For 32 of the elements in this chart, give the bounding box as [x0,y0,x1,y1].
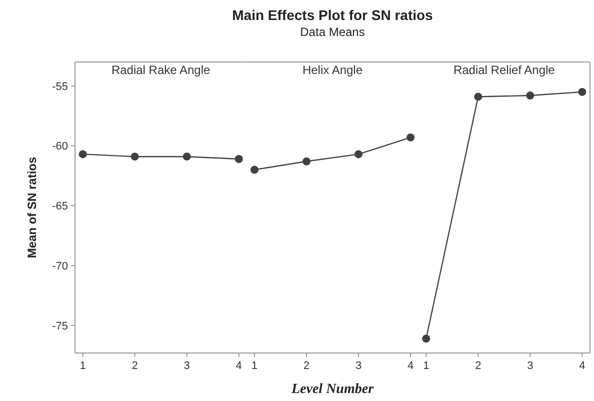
point [474,92,482,101]
x-tick-label: 2 [303,360,310,372]
chart-subtitle: Data Means [300,25,365,39]
point [406,133,415,142]
y-tick-label: -60 [52,140,68,153]
x-tick-label: 4 [407,360,414,372]
chart-title: Main Effects Plot for SN ratios [232,7,434,23]
y-tick-label: -70 [52,260,68,272]
point [302,157,310,166]
y-axis-title: Mean of SN ratios [25,156,39,258]
y-tick-label: -75 [52,320,68,332]
point [578,88,586,96]
x-axis-title: Level Number [290,382,374,397]
x-tick-label: 4 [579,360,586,372]
x-tick-label: 2 [132,360,138,372]
point [526,92,534,100]
series-label: Radial Relief Angle [453,63,556,77]
x-tick-label: 1 [251,360,258,372]
x-tick-label: 3 [184,360,190,372]
x-tick-label: 3 [355,360,362,372]
point [250,166,258,174]
x-tick-label: 2 [475,360,482,372]
x-tick-label: 3 [527,360,534,372]
y-tick-label: -55 [52,80,68,93]
x-tick-label: 4 [236,360,242,372]
point [354,150,363,158]
text: Radial Rake Angle [111,63,211,77]
x-tick-label: 1 [423,360,430,372]
y-tick-label: -65 [52,200,68,213]
text: Helix Angle [302,63,363,77]
x-tick-label: 1 [80,360,86,372]
point [422,334,430,343]
